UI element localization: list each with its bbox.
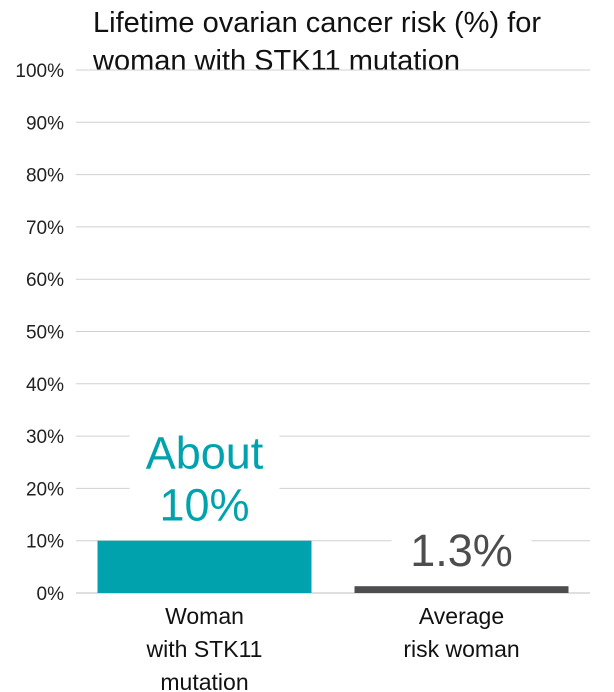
y-tick-label: 60% [26,270,64,291]
y-tick-label: 20% [26,479,64,500]
y-tick-label: 30% [26,427,64,448]
y-tick-label: 90% [26,113,64,134]
bar [97,540,312,593]
data-label-background [129,426,280,531]
data-label-background [391,524,532,577]
bar [354,586,569,593]
category-label: risk woman [403,636,519,662]
y-tick-label: 40% [26,375,64,396]
data-label: About [146,428,264,479]
y-tick-label: 0% [37,584,65,605]
category-label: Woman [165,603,244,629]
category-label: with STK11 [146,636,263,662]
y-tick-label: 50% [26,323,64,344]
category-label: Average [419,603,504,629]
chart-title: Lifetime ovarian cancer risk (%) for wom… [93,7,542,77]
y-tick-label: 80% [26,166,64,187]
y-tick-label: 100% [15,61,64,82]
y-tick-label: 70% [26,218,64,239]
data-label: 1.3% [410,525,513,576]
y-tick-label: 10% [26,532,64,553]
data-label: 10% [159,480,249,531]
category-label: mutation [160,669,248,692]
